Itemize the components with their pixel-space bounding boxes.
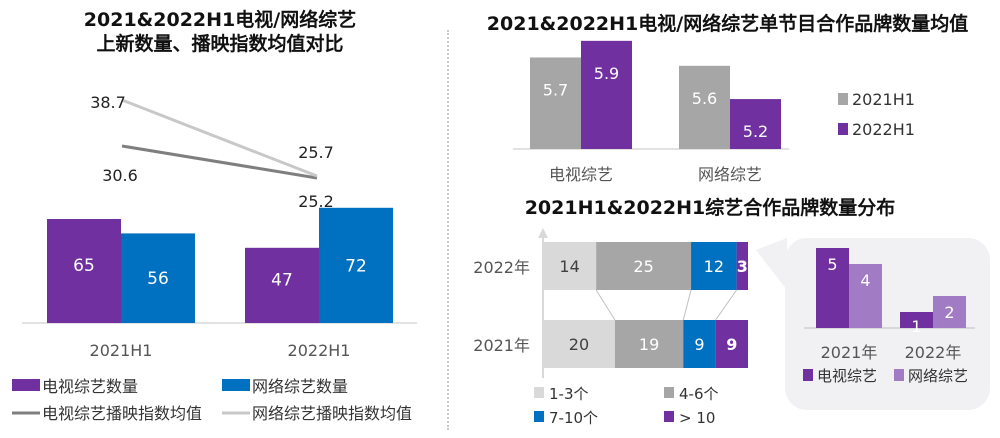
segment-7-10个-2022年	[691, 242, 737, 290]
inset-bar-label: 2	[944, 303, 954, 322]
segment-1-3个-2021年	[543, 320, 615, 368]
bar-2021H1-电视综艺	[530, 57, 581, 150]
legend-label: 电视综艺播映指数均值	[42, 404, 202, 423]
bar-label: 72	[345, 256, 367, 276]
legend-swatch	[534, 411, 544, 422]
x-tick-label: 2021H1	[90, 341, 153, 360]
inset-bar-网络综艺-2022年	[933, 296, 966, 328]
x-tick-label: 电视综艺	[549, 165, 613, 184]
bar-电视综艺数量-2021H1	[47, 219, 121, 323]
connector-line	[595, 289, 616, 321]
legend-swatch	[838, 93, 848, 105]
left-chart: 65 56 2021H1 47 72 2022H1 38.7 30.6 25.7 25.2 电视综艺…	[12, 93, 417, 423]
segment-label: 3	[737, 257, 748, 276]
segment-label: 14	[559, 257, 579, 276]
bottom-right-chart-title: 2021H1&2022H1综艺合作品牌数量分布	[524, 197, 896, 219]
line-电视综艺播映指数均值	[121, 144, 318, 180]
divider	[447, 30, 449, 430]
y-axis-arrow	[538, 228, 548, 238]
left-title-line1: 2021&2022H1电视/网络综艺	[83, 9, 357, 31]
segment-label: 12	[704, 257, 724, 276]
legend-swatch	[664, 411, 674, 422]
legend-swatch	[12, 379, 40, 391]
bar-2021H1-网络综艺	[679, 65, 730, 149]
y-tick-label: 2021年	[473, 336, 530, 355]
legend-label: 4-6个	[679, 385, 719, 403]
inset-bar-网络综艺-2021年	[849, 264, 882, 328]
segment-label: 9	[726, 335, 737, 354]
inset-x-tick-label: 2021年	[821, 343, 878, 362]
inset-legend-label: 网络综艺	[908, 367, 968, 385]
segment-7-10个-2021年	[683, 320, 716, 368]
inset-legend-swatch	[894, 369, 904, 381]
bar-2022H1-网络综艺	[730, 99, 781, 149]
connector-line	[682, 289, 692, 321]
x-tick-label: 2022H1	[288, 341, 351, 360]
inset-bar-电视综艺-2022年	[900, 312, 933, 328]
legend-label: 网络综艺播映指数均值	[252, 404, 412, 423]
bar-网络综艺数量-2022H1	[319, 207, 393, 323]
bar-2022H1-电视综艺	[581, 40, 632, 150]
legend-label: 1-3个	[549, 385, 589, 403]
line-label: 25.7	[298, 143, 334, 162]
line-label: 30.6	[102, 166, 138, 185]
left-chart-title: 2021&2022H1电视/网络综艺 上新数量、播映指数均值对比	[40, 8, 400, 56]
segment-4-6个-2022年	[596, 242, 692, 290]
segment-> 10-2022年	[736, 242, 748, 290]
legend-swatch	[838, 123, 848, 135]
line-label: 25.2	[298, 192, 334, 211]
segment-label: 25	[633, 257, 653, 276]
bar-label: 56	[147, 269, 169, 289]
segment-1-3个-2022年	[543, 242, 597, 290]
x-tick-label: 网络综艺	[698, 165, 762, 184]
segment-4-6个-2021年	[614, 320, 684, 368]
legend-swatch	[222, 379, 250, 391]
legend-swatch	[664, 387, 674, 398]
inset-x-tick-label: 2022年	[905, 343, 962, 362]
legend-label: 2021H1	[852, 90, 915, 109]
bar-label: 47	[271, 270, 293, 290]
y-tick-label: 2022年	[473, 258, 530, 277]
inset-bar-label: 5	[827, 255, 837, 274]
inset-bar-label: 1	[911, 317, 921, 336]
bar-电视综艺数量-2022H1	[245, 247, 319, 323]
legend-label: 网络综艺数量	[252, 377, 348, 396]
line-label: 38.7	[90, 93, 126, 112]
inset-bar-电视综艺-2021年	[816, 248, 849, 328]
inset-legend-label: 电视综艺	[817, 367, 877, 385]
inset-legend-swatch	[803, 369, 813, 381]
connector-line	[715, 289, 738, 321]
legend-label: > 10	[679, 409, 715, 427]
bar-label: 5.9	[594, 64, 619, 83]
segment-label: 9	[694, 335, 704, 354]
legend-label: 2022H1	[852, 120, 915, 139]
line-网络综艺播映指数均值	[121, 98, 318, 178]
top-right-chart-title: 2021&2022H1电视/网络综艺单节目合作品牌数量均值	[486, 13, 969, 35]
segment-label: 19	[639, 335, 659, 354]
bar-label: 5.7	[543, 80, 568, 99]
legend-label: 7-10个	[549, 409, 598, 427]
segment-label: 20	[569, 335, 589, 354]
left-title-line2: 上新数量、播映指数均值对比	[96, 33, 344, 55]
segment-> 10-2021年	[715, 320, 748, 368]
bar-label: 65	[73, 256, 95, 276]
bubble-pointer	[756, 238, 787, 290]
inset-bar-label: 4	[860, 271, 870, 290]
legend-label: 电视综艺数量	[42, 377, 138, 396]
bar-label: 5.2	[743, 122, 768, 141]
bar-网络综艺数量-2021H1	[121, 233, 195, 323]
legend-swatch	[534, 387, 544, 398]
top-right-chart: 5.7 5.9 电视综艺 5.6 5.2 网络综艺 2021H1 2022H1	[513, 40, 915, 184]
bar-label: 5.6	[692, 89, 717, 108]
